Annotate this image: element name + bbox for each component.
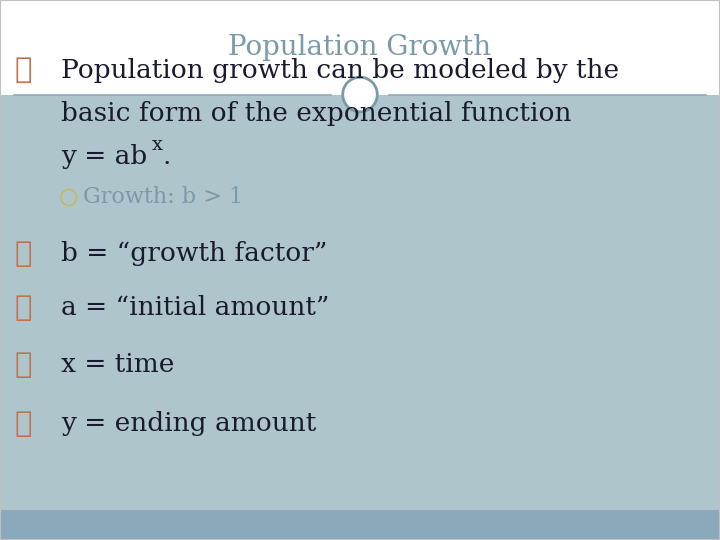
Text: Population growth can be modeled by the: Population growth can be modeled by the — [61, 58, 619, 83]
Text: x: x — [152, 136, 163, 154]
Text: a = “initial amount”: a = “initial amount” — [61, 295, 330, 320]
Text: ♻: ♻ — [14, 240, 32, 268]
Text: y = ending amount: y = ending amount — [61, 411, 317, 436]
Text: x = time: x = time — [61, 352, 174, 377]
Text: ♻: ♻ — [14, 410, 32, 438]
Text: ♻: ♻ — [14, 350, 32, 379]
Text: Growth: b > 1: Growth: b > 1 — [83, 186, 243, 208]
Text: ♻: ♻ — [14, 56, 32, 84]
Text: b = “growth factor”: b = “growth factor” — [61, 241, 328, 266]
Text: ○: ○ — [59, 186, 78, 208]
Text: y = ab: y = ab — [61, 144, 148, 169]
Text: basic form of the exponential function: basic form of the exponential function — [61, 101, 572, 126]
FancyBboxPatch shape — [0, 0, 720, 94]
Text: ♻: ♻ — [14, 294, 32, 322]
FancyBboxPatch shape — [0, 510, 720, 540]
Text: Population Growth: Population Growth — [228, 33, 492, 60]
Text: .: . — [162, 144, 171, 169]
Ellipse shape — [343, 77, 377, 112]
